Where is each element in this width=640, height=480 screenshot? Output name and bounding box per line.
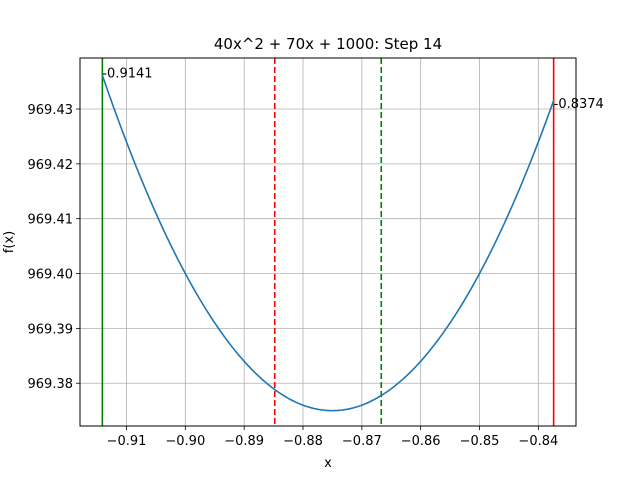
y-tick-label: 969.40 (28, 268, 74, 283)
y-tick-label: 969.43 (28, 103, 74, 118)
y-tick-label: 969.38 (28, 377, 74, 392)
x-axis-label: x (324, 456, 332, 471)
y-axis-ticks: 969.38 969.39 969.40 969.41 969.42 969.43 (28, 103, 80, 392)
x-axis-ticks: −0.91 −0.90 −0.89 −0.88 −0.87 −0.86 −0.85 −0.84 (107, 426, 558, 449)
y-axis-label: f(x) (2, 231, 17, 253)
annotations: -0.9141 -0.8374 (102, 66, 603, 112)
plot-frame (79, 57, 577, 427)
x-tick-label: −0.91 (107, 434, 147, 449)
x-tick-label: −0.88 (283, 434, 323, 449)
x-tick-label: −0.90 (165, 434, 205, 449)
x-tick-label: −0.86 (401, 434, 441, 449)
y-tick-label: 969.42 (28, 158, 74, 173)
grid (80, 58, 576, 426)
y-tick-label: 969.39 (28, 322, 74, 337)
x-tick-label: −0.89 (224, 434, 264, 449)
series-line (101, 75, 555, 412)
chart-title: 40x^2 + 70x + 1000: Step 14 (214, 35, 442, 53)
y-tick-label: 969.41 (28, 213, 74, 228)
annotation-label: -0.9141 (102, 66, 152, 81)
vertical-markers (101, 58, 555, 426)
x-tick-label: −0.85 (460, 434, 500, 449)
annotation-label: -0.8374 (554, 97, 604, 112)
x-tick-label: −0.84 (518, 434, 558, 449)
x-tick-label: −0.87 (342, 434, 382, 449)
